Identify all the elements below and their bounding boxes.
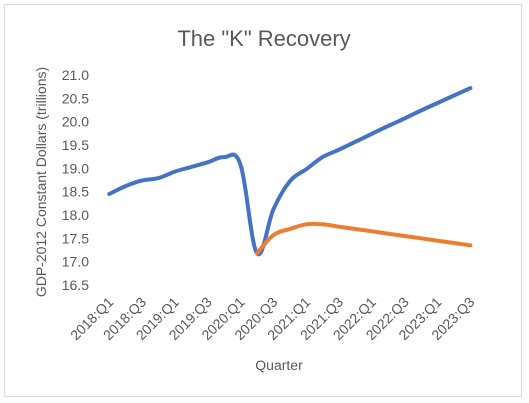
y-axis-title: GDP-2012 Constant Dollars (trillions)	[33, 67, 49, 297]
y-tick-label: 19.0	[62, 160, 89, 176]
y-tick-label: 18.0	[62, 207, 89, 223]
y-tick-label: 20.0	[62, 114, 89, 130]
y-tick-label: 18.5	[62, 184, 89, 200]
y-tick-label: 17.5	[62, 230, 89, 246]
y-tick-label: 17.0	[62, 254, 89, 270]
chart-svg: The "K" Recovery GDP-2012 Constant Dolla…	[33, 26, 478, 373]
series-line-1	[255, 221, 473, 256]
y-tick-labels: 16.5 17.0 17.5 18.0 18.5 19.0 19.5 20.0 20.5 21.0	[62, 67, 89, 293]
x-tick-labels: 2018:Q12018:Q32019:Q12019:Q32020:Q12020:…	[67, 294, 478, 343]
chart-title: The "K" Recovery	[177, 26, 350, 51]
series-line-0	[107, 86, 473, 257]
y-tick-label: 20.5	[62, 90, 89, 106]
y-tick-label: 21.0	[62, 67, 89, 83]
y-tick-label: 19.5	[62, 137, 89, 153]
x-axis-title: Quarter	[255, 357, 303, 373]
series-lines	[107, 86, 473, 257]
y-tick-label: 16.5	[62, 277, 89, 293]
chart-frame: The "K" Recovery GDP-2012 Constant Dolla…	[4, 4, 522, 397]
